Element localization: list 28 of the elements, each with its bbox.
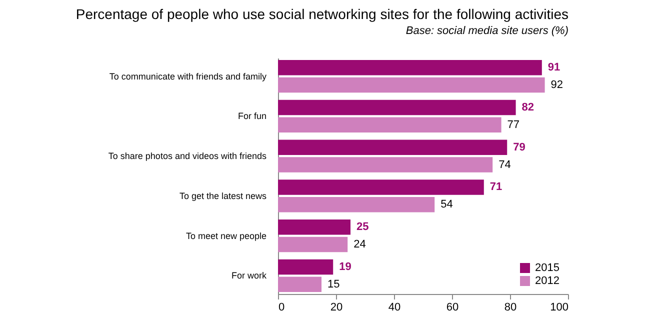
data-label: 77 (507, 118, 520, 131)
data-label: 92 (550, 79, 564, 92)
y-tick-label: To meet new people (186, 230, 266, 241)
data-label: 15 (328, 278, 340, 290)
x-tick-label: 0 (278, 302, 285, 314)
chart-subtitle: Base: social media site users (%) (406, 25, 569, 37)
legend-label: 2012 (535, 275, 560, 287)
x-tick-label: 20 (330, 302, 343, 314)
data-label: 71 (490, 181, 502, 194)
y-tick-label: For fun (238, 111, 266, 122)
x-tick-label: 80 (504, 302, 517, 314)
data-label: 24 (354, 238, 366, 250)
data-label: 74 (498, 158, 511, 171)
data-label: 54 (440, 198, 453, 211)
legend-label: 2015 (535, 262, 560, 274)
x-tick-label: 60 (446, 302, 459, 314)
y-tick-label: For work (231, 270, 267, 281)
y-tick-label: To communicate with friends and family (109, 71, 267, 82)
x-tick-label: 40 (388, 302, 401, 314)
data-label: 19 (339, 260, 352, 273)
y-tick-label: To share photos and videos with friends (108, 151, 267, 162)
data-label: 82 (522, 102, 534, 114)
y-tick-label: To get the latest news (179, 190, 267, 201)
data-label: 79 (513, 141, 526, 154)
chart-title: Percentage of people who use social networking sites for the following activities (76, 6, 568, 22)
data-label: 91 (548, 62, 560, 74)
data-label: 25 (356, 221, 369, 234)
x-tick-label: 100 (550, 302, 568, 314)
